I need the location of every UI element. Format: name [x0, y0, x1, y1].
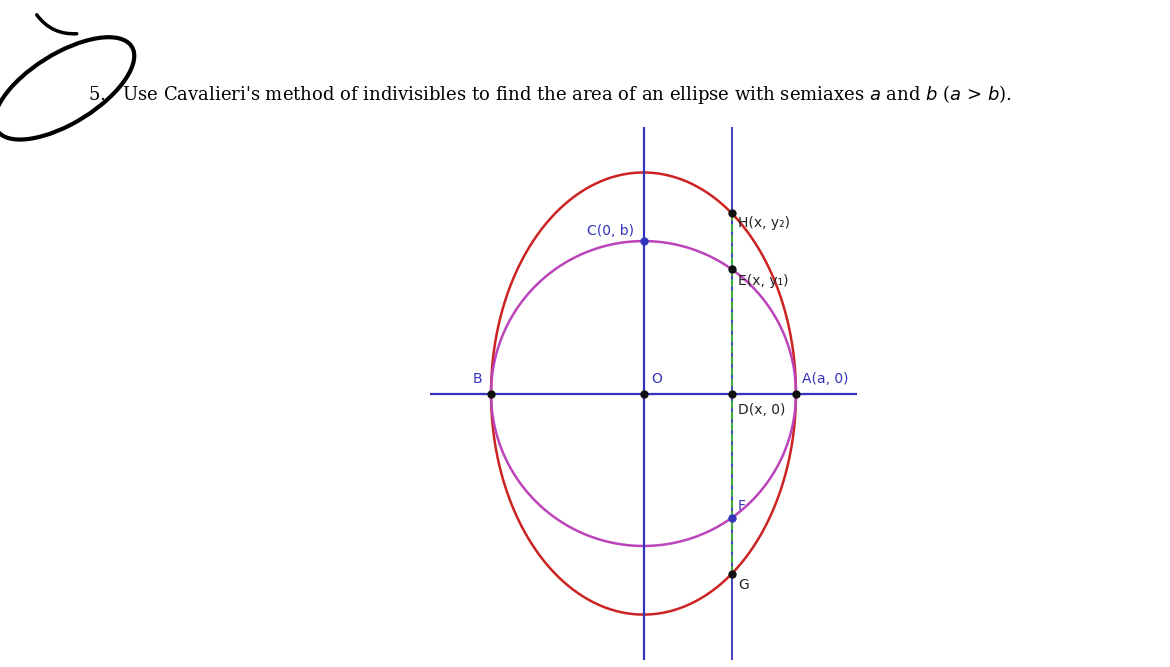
Text: E(x, y₁): E(x, y₁) — [738, 274, 789, 288]
Text: D(x, 0): D(x, 0) — [738, 403, 785, 417]
Text: C(0, b): C(0, b) — [587, 224, 634, 238]
Text: B: B — [473, 372, 482, 386]
Text: O: O — [652, 372, 662, 386]
Text: F: F — [738, 499, 746, 513]
Text: 5.   Use Cavalieri's method of indivisibles to find the area of an ellipse with : 5. Use Cavalieri's method of indivisible… — [88, 83, 1012, 105]
Text: G: G — [738, 578, 749, 592]
Text: A(a, 0): A(a, 0) — [803, 372, 848, 386]
Text: H(x, y₂): H(x, y₂) — [738, 217, 790, 231]
